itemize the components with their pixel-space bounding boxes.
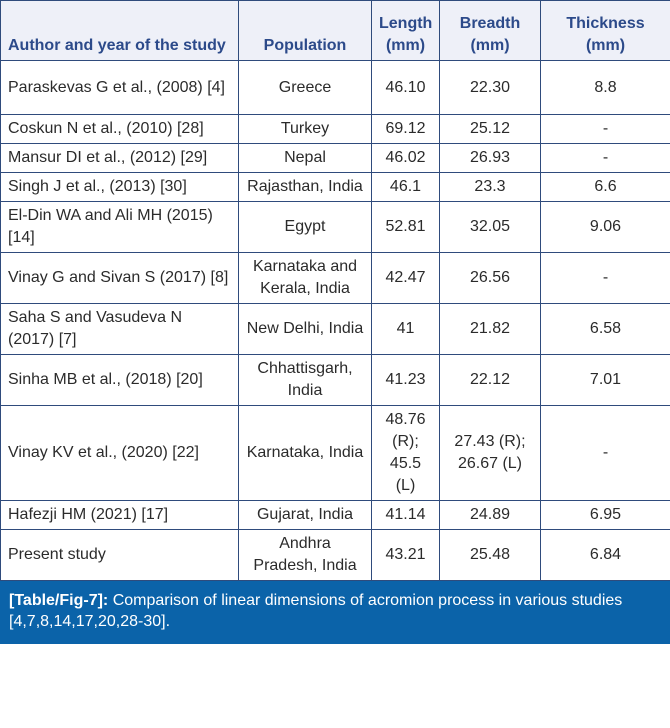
table-row: Singh J et al., (2013) [30] Rajasthan, In…: [0, 172, 670, 202]
cell-length: 41.23: [371, 354, 440, 406]
cell-breadth: 25.12: [439, 114, 541, 144]
cell-thickness: -: [540, 143, 670, 173]
cell-length: 69.12: [371, 114, 440, 144]
table-caption: [Table/Fig-7]: Comparison of linear dime…: [0, 581, 670, 644]
cell-length: 48.76 (R); 45.5 (L): [371, 405, 440, 501]
cell-author: Hafezji HM (2021) [17]: [0, 500, 239, 530]
cell-author: El-Din WA and Ali MH (2015) [14]: [0, 201, 239, 253]
cell-author: Vinay KV et al., (2020) [22]: [0, 405, 239, 501]
cell-population: Chhattisgarh, India: [238, 354, 372, 406]
table-row: Saha S and Vasudeva N (2017) [7] New Delh…: [0, 303, 670, 355]
cell-author: Paraskevas G et al., (2008) [4]: [0, 60, 239, 115]
cell-thickness: 6.6: [540, 172, 670, 202]
cell-length: 46.1: [371, 172, 440, 202]
header-thickness: Thickness (mm): [540, 0, 670, 61]
header-breadth: Breadth (mm): [439, 0, 541, 61]
cell-population: Andhra Pradesh, India: [238, 529, 372, 581]
cell-length: 41.14: [371, 500, 440, 530]
cell-author: Singh J et al., (2013) [30]: [0, 172, 239, 202]
cell-breadth: 23.3: [439, 172, 541, 202]
table-row: Coskun N et al., (2010) [28] Turkey 69.12 2…: [0, 114, 670, 144]
cell-breadth: 22.30: [439, 60, 541, 115]
table-row: Present study Andhra Pradesh, India 43.21 2…: [0, 529, 670, 581]
cell-breadth: 22.12: [439, 354, 541, 406]
cell-thickness: 6.58: [540, 303, 670, 355]
table-row: Sinha MB et al., (2018) [20] Chhattisgarh…: [0, 354, 670, 406]
cell-length: 43.21: [371, 529, 440, 581]
cell-thickness: 7.01: [540, 354, 670, 406]
table-row: Mansur DI et al., (2012) [29] Nepal 46.02 2…: [0, 143, 670, 173]
table-row: Vinay G and Sivan S (2017) [8] Karnataka …: [0, 252, 670, 304]
cell-length: 42.47: [371, 252, 440, 304]
cell-breadth: 21.82: [439, 303, 541, 355]
cell-breadth: 32.05: [439, 201, 541, 253]
cell-breadth: 24.89: [439, 500, 541, 530]
cell-population: Turkey: [238, 114, 372, 144]
table-row: Vinay KV et al., (2020) [22] Karnataka, I…: [0, 405, 670, 501]
cell-population: Karnataka, India: [238, 405, 372, 501]
header-author: Author and year of the study: [0, 0, 239, 61]
cell-length: 46.10: [371, 60, 440, 115]
cell-author: Sinha MB et al., (2018) [20]: [0, 354, 239, 406]
table-row: Hafezji HM (2021) [17] Gujarat, India 41.1…: [0, 500, 670, 530]
caption-text: Comparison of linear dimensions of acrom…: [9, 592, 623, 630]
cell-breadth: 26.93: [439, 143, 541, 173]
cell-population: Greece: [238, 60, 372, 115]
cell-breadth: 26.56: [439, 252, 541, 304]
header-row: Author and year of the study Population …: [0, 0, 670, 61]
caption-label: [Table/Fig-7]:: [9, 592, 109, 609]
cell-breadth: 25.48: [439, 529, 541, 581]
cell-length: 46.02: [371, 143, 440, 173]
cell-length: 52.81: [371, 201, 440, 253]
table-row: El-Din WA and Ali MH (2015) [14] Egypt 52.…: [0, 201, 670, 253]
cell-population: Nepal: [238, 143, 372, 173]
cell-author: Vinay G and Sivan S (2017) [8]: [0, 252, 239, 304]
cell-thickness: 6.84: [540, 529, 670, 581]
cell-thickness: -: [540, 114, 670, 144]
cell-population: Egypt: [238, 201, 372, 253]
header-population: Population: [238, 0, 372, 61]
cell-population: New Delhi, India: [238, 303, 372, 355]
table-figure: Author and year of the study Population …: [0, 0, 670, 644]
table-row: Paraskevas G et al., (2008) [4] Greece 46.…: [0, 60, 670, 115]
comparison-table: Author and year of the study Population …: [0, 0, 670, 581]
cell-thickness: -: [540, 405, 670, 501]
cell-population: Rajasthan, India: [238, 172, 372, 202]
cell-breadth: 27.43 (R); 26.67 (L): [439, 405, 541, 501]
cell-thickness: -: [540, 252, 670, 304]
cell-length: 41: [371, 303, 440, 355]
cell-thickness: 6.95: [540, 500, 670, 530]
cell-population: Karnataka and Kerala, India: [238, 252, 372, 304]
cell-author: Mansur DI et al., (2012) [29]: [0, 143, 239, 173]
cell-author: Coskun N et al., (2010) [28]: [0, 114, 239, 144]
cell-thickness: 8.8: [540, 60, 670, 115]
cell-author: Present study: [0, 529, 239, 581]
cell-population: Gujarat, India: [238, 500, 372, 530]
cell-author: Saha S and Vasudeva N (2017) [7]: [0, 303, 239, 355]
cell-thickness: 9.06: [540, 201, 670, 253]
header-length: Length (mm): [371, 0, 440, 61]
